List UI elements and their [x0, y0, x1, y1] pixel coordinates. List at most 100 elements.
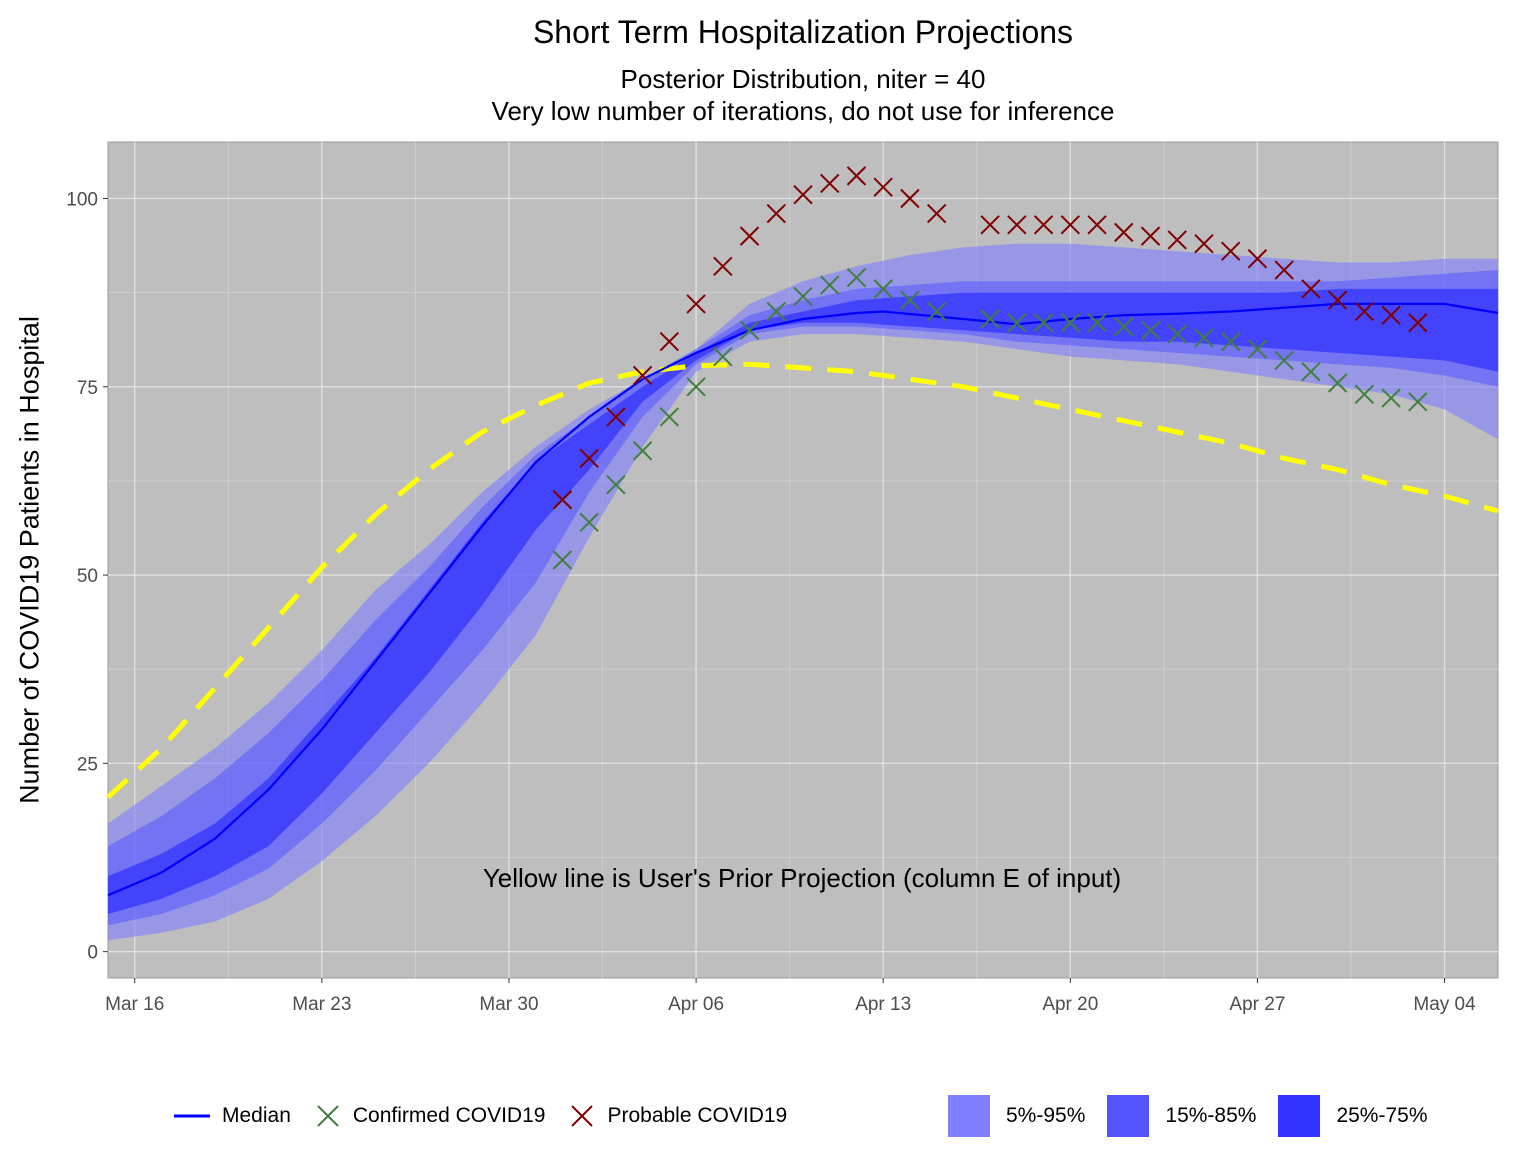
legend: Median Confirmed COVID19 Probable COVID1… — [172, 1094, 809, 1138]
y-axis-ticks: 0 25 50 75 100 — [66, 189, 108, 964]
legend-item-band-25-75: 25%-75% — [1278, 1095, 1428, 1137]
confirmed-marker — [820, 275, 840, 295]
legend-label-15-85: 15%-85% — [1165, 1104, 1257, 1127]
probable-marker — [793, 185, 813, 205]
legend-item-band-5-95: 5%-95% — [948, 1095, 1085, 1137]
prior-projection-line — [106, 361, 1499, 800]
probable-marker — [606, 407, 626, 427]
probable-marker — [1087, 215, 1107, 235]
confirmed-marker — [1167, 324, 1187, 344]
probable-marker — [820, 173, 840, 194]
probable-marker — [1381, 305, 1401, 325]
legend-item-median: Median — [172, 1101, 291, 1131]
confirmed-marker — [1194, 328, 1214, 348]
prior-projection-layer — [106, 361, 1499, 800]
probable-marker — [1140, 226, 1161, 246]
probable-marker — [659, 331, 680, 352]
probable-marker — [1301, 279, 1321, 299]
confirmed-marker — [579, 512, 599, 533]
confirmed-marker — [1247, 339, 1268, 359]
confirmed-marker — [1301, 362, 1321, 382]
x-tick-label: Apr 20 — [1042, 994, 1098, 1015]
confirmed-marker — [1381, 388, 1401, 408]
confirmed-marker — [793, 286, 813, 307]
confirmed-marker — [1114, 316, 1134, 337]
confirmed-marker — [552, 550, 573, 570]
probable-marker — [713, 256, 733, 276]
probable-marker — [1060, 215, 1081, 235]
legend-item-band-15-85: 15%-85% — [1107, 1095, 1256, 1137]
legend-label-25-75: 25%-75% — [1336, 1104, 1428, 1127]
legend-label-5-95: 5%-95% — [1006, 1104, 1086, 1127]
confirmed-marker — [1087, 313, 1107, 333]
probable-marker — [1114, 222, 1134, 243]
legend-bands: 5%-95% 15%-85% 25%-75% — [948, 1094, 1450, 1138]
legend-swatch-5-95 — [948, 1095, 990, 1137]
confirmed-marker — [926, 301, 947, 322]
confirmed-marker — [873, 279, 893, 299]
confirmed-marker — [686, 377, 706, 397]
probable-marker — [900, 188, 920, 209]
y-tick-label: 25 — [77, 754, 98, 775]
legend-swatch-25-75 — [1278, 1095, 1321, 1137]
legend-swatch-15-85 — [1107, 1095, 1150, 1137]
confirmed-marker — [1007, 313, 1027, 333]
ribbon-bands — [108, 243, 1498, 941]
x-tick-label: Mar 16 — [105, 994, 164, 1015]
confirmed-marker — [1408, 392, 1428, 412]
x-tick-label: Apr 13 — [855, 994, 911, 1015]
confirmed-marker — [1140, 320, 1161, 340]
y-tick-label: 75 — [77, 378, 98, 399]
probable-marker — [1007, 215, 1027, 235]
probable-marker — [1354, 301, 1375, 322]
chart-title: Short Term Hospitalization Projections — [532, 14, 1074, 50]
probable-marker — [926, 203, 947, 224]
confirmed-marker — [1060, 313, 1081, 333]
confirmed-marker — [1033, 313, 1054, 333]
median-layer — [107, 302, 1499, 897]
probable-marker — [1194, 233, 1214, 254]
legend-item-confirmed: Confirmed COVID19 — [313, 1101, 546, 1131]
legend-label-probable: Probable COVID19 — [607, 1104, 788, 1127]
x-axis-ticks: Mar 16 Mar 23 Mar 30 Apr 06 Apr 13 Apr 20 Apr … — [105, 978, 1476, 1015]
band-25-75 — [108, 288, 1498, 914]
confirmed-marker — [1220, 331, 1241, 352]
probable-marker — [1327, 290, 1348, 310]
y-tick-label: 100 — [66, 189, 98, 210]
confirmed-marker — [900, 290, 920, 310]
annotation-text: Yellow line is User's Prior Projection (… — [483, 863, 1121, 893]
x-tick-label: Apr 27 — [1229, 994, 1285, 1015]
legend-label-confirmed: Confirmed COVID19 — [352, 1104, 546, 1127]
legend-key-probable — [571, 1105, 594, 1127]
x-tick-label: Mar 30 — [479, 994, 538, 1015]
confirmed-marker — [632, 441, 653, 461]
probable-marker — [1033, 215, 1054, 235]
y-tick-label: 0 — [87, 943, 98, 964]
median-line — [107, 302, 1499, 897]
probable-marker — [579, 448, 599, 469]
probable-marker — [846, 166, 867, 186]
confirmed-marker — [659, 407, 680, 427]
legend-label-median: Median — [222, 1104, 291, 1127]
probable-marker — [739, 226, 760, 246]
probable-marker — [1220, 241, 1241, 261]
legend-key-median — [174, 1114, 210, 1118]
probable-marker — [1274, 260, 1294, 280]
confirmed-marker — [739, 320, 760, 340]
confirmed-marker — [766, 301, 786, 322]
confirmed-marker — [846, 267, 867, 288]
confirmed-marker — [980, 309, 1000, 329]
confirmed-marker — [1327, 373, 1348, 393]
legend-key-confirmed — [317, 1105, 339, 1127]
probable-marker — [1408, 313, 1428, 333]
plot-svg: Mar 16 Mar 23 Mar 30 Apr 06 Apr 13 Apr 20 Apr … — [66, 141, 1499, 1015]
y-tick-label: 50 — [77, 566, 98, 587]
probable-marker — [632, 365, 653, 386]
confirmed-marker — [1274, 350, 1294, 371]
probable-marker — [552, 490, 573, 510]
chart-subtitle-line-2: Very low number of iterations, do not us… — [491, 96, 1115, 126]
confirmed-marker — [606, 474, 626, 495]
x-tick-label: Apr 06 — [668, 994, 724, 1015]
legend-item-probable: Probable COVID19 — [567, 1101, 787, 1131]
x-tick-label: Mar 23 — [292, 994, 351, 1015]
